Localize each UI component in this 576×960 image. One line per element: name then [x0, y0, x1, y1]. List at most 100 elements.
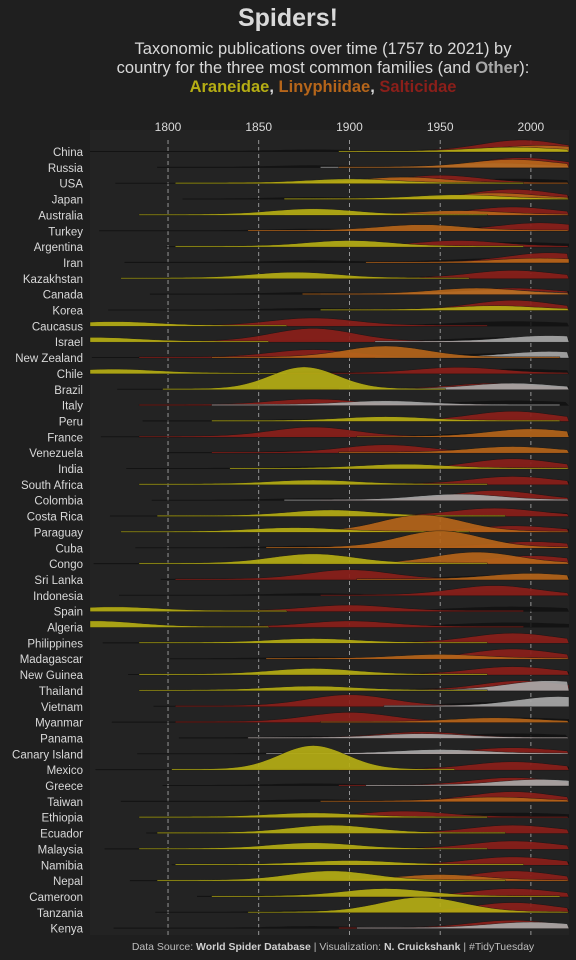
x-tick-label-1850: 1850 — [245, 120, 272, 134]
ridge-linyphiidae — [338, 159, 570, 169]
ridge-araneidae — [171, 745, 455, 771]
country-label: Argentina — [34, 242, 84, 254]
ridge-row-australia: Australia — [38, 206, 570, 222]
country-label: Vietnam — [41, 702, 83, 714]
ridge-row-colombia: Colombia — [34, 490, 570, 508]
ridge-araneidae — [138, 208, 488, 216]
caption-prefix: Data Source: — [131, 941, 197, 953]
country-label: Mexico — [47, 765, 83, 777]
country-label: Malaysia — [38, 844, 84, 856]
caption-mid: | Visualization: — [310, 941, 384, 953]
chart-title: Spiders! — [237, 4, 339, 32]
country-label: Canada — [43, 290, 84, 302]
ridge-araneidae — [162, 366, 446, 390]
legend-salticidae: Salticidae — [379, 78, 457, 96]
ridge-araneidae — [338, 147, 570, 153]
ridge-row-iran: Iran — [63, 252, 570, 270]
country-label: Madagascar — [20, 654, 83, 666]
caption: Data Source: World Spider Database | Vis… — [90, 941, 576, 953]
ridge-other — [247, 733, 570, 739]
ridge-row-congo: Congo — [49, 551, 570, 571]
country-label: Japan — [52, 195, 83, 207]
ridge-araneidae — [138, 812, 488, 818]
country-label: Chile — [57, 369, 83, 381]
ridge-row-venezuela: Venezuela — [29, 444, 570, 460]
ridge-row-paraguay: Paraguay — [34, 514, 570, 539]
ridge-araneidae — [89, 368, 289, 375]
chart-subtitle: Taxonomic publications over time (1757 t… — [70, 40, 576, 78]
ridge-row-korea: Korea — [52, 300, 570, 318]
ridge-row-namibia: Namibia — [41, 856, 570, 872]
ridge-row-indonesia: Indonesia — [33, 585, 570, 603]
ridge-row-kazakhstan: Kazakhstan — [23, 270, 570, 286]
legend-sep-1: , — [269, 78, 279, 96]
ridge-araneidae — [211, 888, 561, 898]
ridge-araneidae — [211, 416, 561, 422]
country-label: Indonesia — [33, 591, 83, 603]
ridge-araneidae — [138, 685, 488, 692]
ridge-araneidae — [156, 509, 506, 517]
ridge-row-mexico: Mexico — [47, 745, 570, 777]
country-label: France — [47, 432, 83, 444]
country-label: Namibia — [41, 860, 84, 872]
subtitle-other-label: Other — [475, 59, 520, 77]
ridge-araneidae — [138, 842, 488, 850]
ridge-row-greece: Greece — [45, 777, 570, 793]
country-label: Myanmar — [35, 718, 83, 730]
caption-source: World Spider Database — [196, 941, 311, 953]
ridge-row-cameroon: Cameroon — [29, 888, 570, 904]
ridge-row-sri-lanka: Sri Lanka — [34, 569, 570, 587]
ridge-araneidae — [247, 896, 570, 913]
ridge-row-costa-rica: Costa Rica — [27, 507, 570, 524]
ridge-row-new-guinea: New Guinea — [20, 666, 570, 682]
country-label: Venezuela — [29, 448, 83, 460]
country-label: Nepal — [53, 876, 83, 888]
ridge-araneidae — [89, 606, 289, 612]
country-label: Paraguay — [34, 527, 83, 539]
country-label: India — [58, 464, 84, 476]
caption-author: N. Cruickshank — [383, 941, 461, 953]
ridge-araneidae — [120, 527, 470, 533]
country-label: Iran — [63, 258, 83, 270]
country-label: Thailand — [39, 686, 83, 698]
ridge-other — [356, 921, 570, 929]
country-label: Italy — [62, 401, 83, 413]
country-label: Colombia — [34, 496, 83, 508]
ridge-row-panama: Panama — [40, 731, 570, 745]
ridge-linyphiidae — [356, 573, 570, 581]
ridge-row-chile: Chile — [57, 367, 570, 381]
country-label: Greece — [45, 781, 83, 793]
ridge-row-vietnam: Vietnam — [41, 694, 570, 714]
ridge-row-ecuador: Ecuador — [40, 824, 570, 841]
ridge-araneidae — [156, 870, 506, 882]
country-label: Congo — [49, 559, 83, 571]
ridge-row-malaysia: Malaysia — [38, 840, 570, 856]
ridge-row-russia: Russia — [48, 157, 570, 175]
country-label: Ecuador — [40, 829, 83, 841]
country-label: Kazakhstan — [23, 274, 83, 286]
ridge-salticidae — [320, 585, 570, 596]
ridge-row-italy: Italy — [62, 398, 570, 413]
country-label: New Zealand — [15, 353, 83, 365]
legend-sep-2: , — [370, 78, 380, 96]
country-label: New Guinea — [20, 670, 84, 682]
ridge-araneidae — [175, 240, 524, 248]
legend-linyphiidae: Linyphiidae — [278, 78, 371, 96]
ridge-row-peru: Peru — [59, 411, 570, 428]
country-label: Brazil — [54, 385, 83, 397]
subtitle-line-2: country for the three most common famili… — [116, 59, 476, 77]
ridge-linyphiidae — [320, 717, 570, 723]
ridge-row-caucasus: Caucasus — [32, 317, 569, 333]
country-label: Tanzania — [37, 908, 84, 920]
ridge-araneidae — [138, 479, 488, 486]
country-label: China — [53, 147, 84, 159]
ridge-row-india: India — [58, 458, 570, 476]
country-label: Kenya — [50, 924, 83, 936]
country-label: Korea — [52, 306, 83, 318]
family-legend: Araneidae, Linyphiidae, Salticidae — [70, 78, 576, 97]
ridge-row-algeria: Algeria — [47, 620, 569, 635]
country-label: Taiwan — [47, 797, 83, 809]
ridge-linyphiidae — [211, 345, 561, 359]
ridge-row-israel: Israel — [55, 328, 570, 349]
